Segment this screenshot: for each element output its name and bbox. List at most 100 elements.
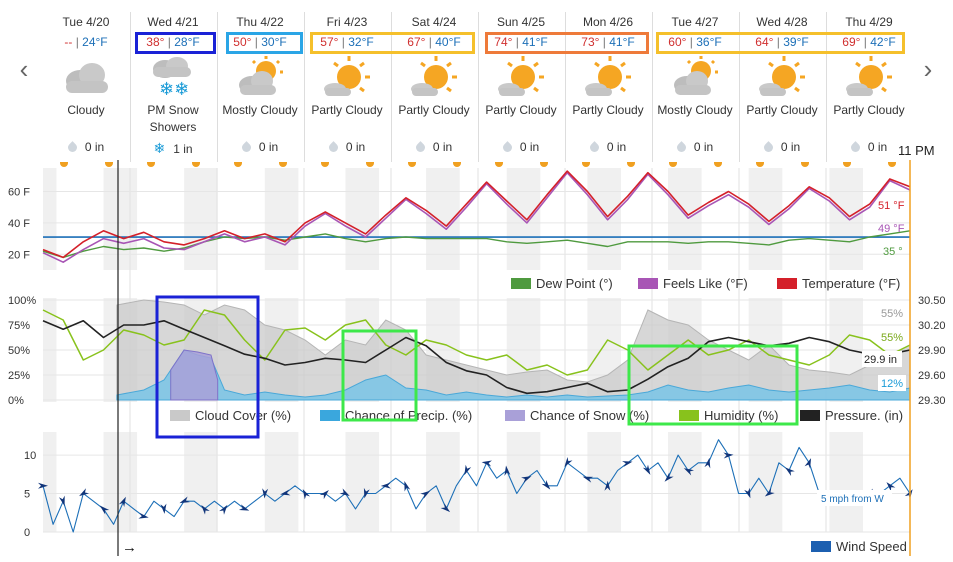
sky-legend-label: Cloud Cover (%)	[195, 408, 291, 423]
prev-week-button[interactable]: ‹	[12, 52, 36, 86]
wind-direction-arrow	[723, 452, 734, 459]
temp-legend-label: Dew Point (°)	[536, 276, 613, 291]
precip-amount: 0 in	[478, 140, 564, 155]
forecast-day: Thu 4/29 69° | 42°F Partly Cloudy 0 in	[826, 12, 912, 167]
sky-y-tick-left: 100%	[8, 295, 36, 307]
sunrise-marker	[582, 162, 590, 167]
forecast-day: Mon 4/26 73° | 41°F Partly Cloudy 0 in	[565, 12, 651, 167]
night-band	[426, 432, 460, 532]
partly-cloudy-icon	[478, 52, 564, 102]
wind-y-tick: 5	[24, 489, 30, 501]
day-name: Fri 4/23	[326, 15, 368, 29]
sunset-marker	[540, 162, 548, 167]
condition-text: PM Snow Showers	[147, 103, 199, 134]
wind-direction-arrow	[464, 464, 472, 476]
wind-direction-arrow	[380, 482, 391, 489]
pressure-y-tick-right: 29.30	[918, 395, 946, 407]
day-name: Thu 4/22	[236, 15, 284, 29]
snowflake-icon: ❄	[153, 140, 166, 156]
precip-amount: 0 in	[304, 140, 390, 155]
sky-y-tick-left: 50%	[8, 345, 30, 357]
temperature-line	[42, 170, 911, 259]
night-band	[748, 432, 783, 532]
next-week-button[interactable]: ›	[916, 52, 940, 86]
wind-direction-arrow	[280, 489, 291, 496]
wind-direction-arrow	[886, 482, 896, 492]
condition-text: Cloudy	[67, 103, 105, 117]
sunset-marker	[366, 162, 374, 167]
temp-legend-label: Feels Like (°F)	[663, 276, 748, 291]
annotation-highlight-box	[155, 295, 260, 439]
forecast-day: Wed 4/28 64° | 39°F Partly Cloudy 0 in	[739, 12, 825, 167]
temperature-end-label: 51 °F	[878, 200, 905, 212]
night-band	[103, 432, 138, 532]
cloud-end-label: 55%	[881, 308, 903, 320]
temp-low: 24°F	[82, 35, 108, 49]
temp-high: 50°	[233, 35, 252, 49]
condition-text: Mostly Cloudy	[222, 103, 298, 117]
precip-amount: ❄ 1 in	[153, 140, 193, 156]
condition-text: Partly Cloudy	[398, 103, 470, 117]
sky-legend-label: Chance of Snow (%)	[530, 408, 649, 423]
snow-chance-area	[170, 349, 219, 401]
temps: 67° | 40°F	[407, 35, 461, 49]
night-band	[184, 168, 218, 270]
forecast-day: Sat 4/24 67° | 40°F Partly Cloudy 0 in	[391, 12, 477, 167]
temps: 60° | 36°F	[668, 35, 722, 49]
pressure-y-tick-right: 30.50	[918, 295, 946, 307]
precip-amount: 0 in	[43, 140, 129, 155]
sunset-marker	[279, 162, 287, 167]
sky-legend-swatch	[320, 410, 340, 421]
sun-markers	[130, 158, 216, 170]
day-separator	[652, 12, 653, 162]
wind-direction-arrow	[58, 495, 65, 507]
day-separator	[217, 12, 218, 162]
wind-direction-arrow	[440, 503, 451, 513]
mostly-cloudy-icon	[217, 52, 303, 102]
feels-like-line	[42, 171, 911, 263]
sky-legend-swatch	[679, 410, 699, 421]
sunrise-marker	[843, 162, 851, 167]
wind-direction-arrow	[179, 496, 190, 504]
sky-y-tick-left: 0%	[8, 395, 24, 407]
temp-low: 42°F	[870, 35, 896, 49]
sunrise-marker	[234, 162, 242, 167]
forecast-day: Tue 4/20 -- | 24°F Cloudy 0 in	[43, 12, 129, 167]
wind-direction-arrow	[504, 465, 511, 476]
day-name: Mon 4/26	[582, 15, 634, 29]
temp-legend-swatch	[777, 278, 797, 289]
partly-cloudy-icon	[565, 52, 651, 102]
sunrise-marker	[147, 162, 155, 167]
sky-legend-label: Pressure. (in)	[825, 408, 903, 423]
precip-amount: 0 in	[739, 140, 825, 155]
condition-text: Partly Cloudy	[572, 103, 644, 117]
sunrise-marker	[321, 162, 329, 167]
night-band	[668, 168, 702, 270]
sunset-marker	[105, 162, 113, 167]
precip-amount: 0 in	[391, 140, 477, 155]
temps: 74° | 41°F	[494, 35, 548, 49]
night-band	[345, 432, 380, 532]
temp-high: 73°	[581, 35, 600, 49]
wind-direction-arrow	[642, 464, 651, 475]
wind-direction-arrow	[363, 487, 370, 499]
wind-direction-arrow	[622, 461, 633, 467]
temp-y-tick: 60 F	[8, 187, 30, 199]
wind-direction-arrow	[420, 490, 431, 499]
night-band	[345, 168, 380, 270]
wind-direction-arrow	[238, 504, 250, 511]
time-label: 11 PM	[898, 143, 935, 158]
day-separator	[130, 12, 131, 162]
temps: 73° | 41°F	[581, 35, 635, 49]
dew-point-end-label: 35 °	[883, 246, 903, 258]
temps: 57° | 32°F	[320, 35, 374, 49]
chevron-left-icon: ‹	[19, 53, 29, 84]
sun-markers	[826, 158, 912, 170]
day-name: Thu 4/29	[845, 15, 893, 29]
wind-legend-label: Wind Speed	[836, 539, 907, 554]
sunset-marker	[714, 162, 722, 167]
pressure-y-tick-right: 29.90	[918, 345, 946, 357]
precip-amount: 0 in	[217, 140, 303, 155]
temp-low: 30°F	[261, 35, 287, 49]
wind-direction-arrow	[339, 488, 350, 496]
